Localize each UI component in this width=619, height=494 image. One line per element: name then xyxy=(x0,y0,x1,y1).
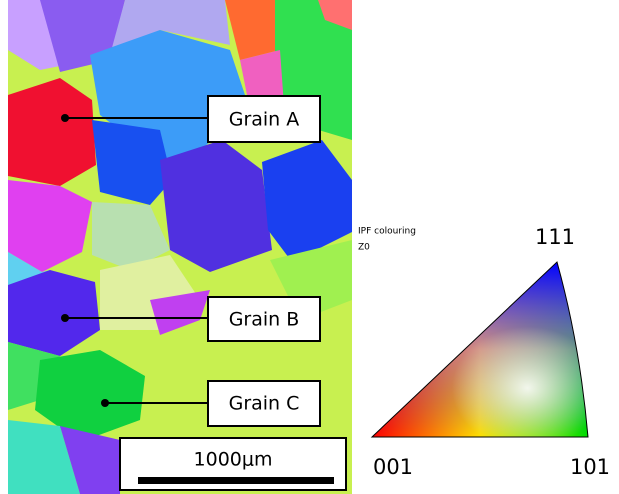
grain-label: Grain C xyxy=(229,393,300,415)
grain-label: Grain B xyxy=(229,309,300,331)
grain-label: Grain A xyxy=(229,109,300,131)
corner-label: 111 xyxy=(535,225,575,249)
corner-label: 101 xyxy=(570,455,610,479)
ipf-triangle xyxy=(372,262,588,437)
scale-label: 1000μm xyxy=(194,449,273,471)
scale-bar xyxy=(138,477,334,484)
legend-axis: Z0 xyxy=(358,243,370,253)
legend-title: IPF colouring xyxy=(358,227,416,237)
corner-label: 001 xyxy=(373,455,413,479)
figure: Grain A Grain B Grain C 1000μm IPF colou… xyxy=(0,0,619,494)
